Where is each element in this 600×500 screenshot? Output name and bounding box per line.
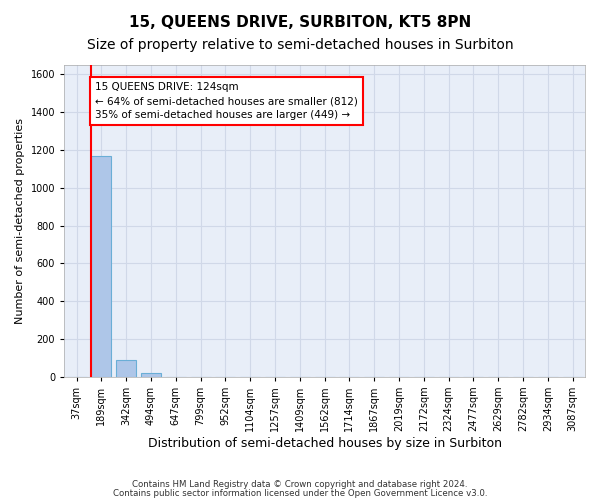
Bar: [141, 373, 161, 377]
Text: Contains HM Land Registry data © Crown copyright and database right 2024.: Contains HM Land Registry data © Crown c…: [132, 480, 468, 489]
Bar: [91, 156, 112, 377]
Text: 15 QUEENS DRIVE: 124sqm
← 64% of semi-detached houses are smaller (812)
35% of s: 15 QUEENS DRIVE: 124sqm ← 64% of semi-de…: [95, 82, 358, 120]
Y-axis label: Number of semi-detached properties: Number of semi-detached properties: [15, 118, 25, 324]
Bar: [116, 360, 136, 377]
Text: 15, QUEENS DRIVE, SURBITON, KT5 8PN: 15, QUEENS DRIVE, SURBITON, KT5 8PN: [129, 15, 471, 30]
X-axis label: Distribution of semi-detached houses by size in Surbiton: Distribution of semi-detached houses by …: [148, 437, 502, 450]
Text: Size of property relative to semi-detached houses in Surbiton: Size of property relative to semi-detach…: [86, 38, 514, 52]
Text: Contains public sector information licensed under the Open Government Licence v3: Contains public sector information licen…: [113, 488, 487, 498]
